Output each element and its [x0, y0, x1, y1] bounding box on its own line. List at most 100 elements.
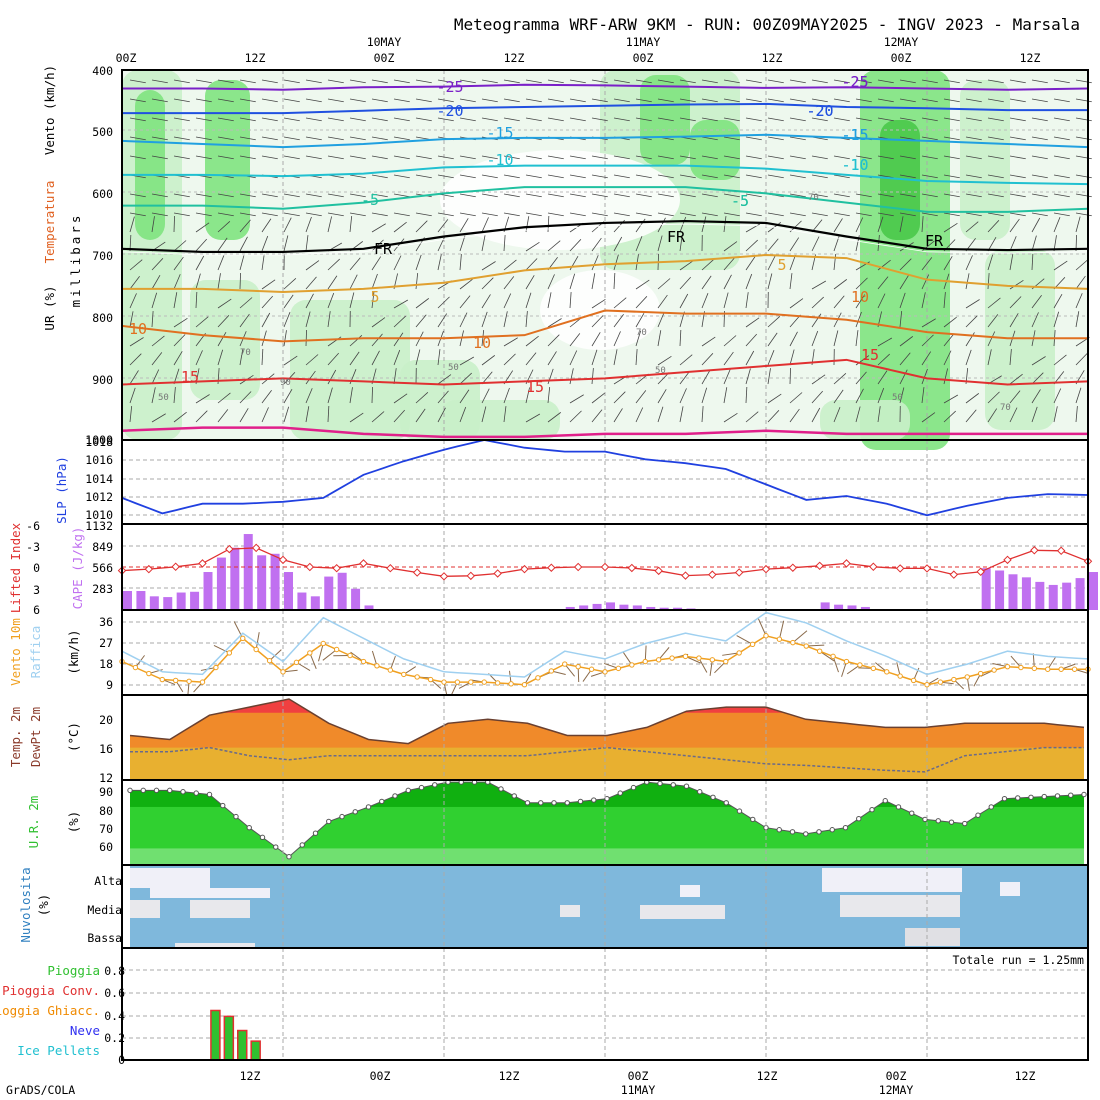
rh2m-marker: [180, 789, 186, 795]
legend-conv-rain: Pioggia Conv.: [2, 983, 100, 998]
wind10m-marker: [884, 669, 890, 675]
rh2m-marker: [577, 798, 584, 805]
wind-barb: [877, 276, 889, 290]
wind10m-marker: [830, 653, 836, 660]
temperature-tick: 20: [99, 713, 113, 727]
wind-barb: [965, 273, 970, 290]
wind-barb: [349, 117, 366, 122]
wind-barb: [877, 216, 884, 233]
wind-barb: [723, 412, 738, 423]
wind-barb: [393, 212, 410, 217]
rain-bar: [250, 1040, 261, 1061]
cape-bar: [673, 607, 683, 610]
wind10m-panel: [119, 609, 1091, 696]
wind-barb: [437, 98, 454, 103]
wind-barb: [173, 292, 178, 309]
wind-barb: [811, 79, 828, 84]
wind-barb: [327, 79, 344, 84]
wind-barb: [415, 117, 432, 122]
wind-barb: [569, 292, 572, 309]
wind-barb: [239, 79, 256, 84]
wind-barb: [569, 155, 586, 160]
rh2m-marker: [511, 793, 517, 799]
wind-barb: [1075, 387, 1082, 404]
wind-barb: [657, 278, 671, 290]
rh2m-marker: [379, 798, 385, 805]
wind10m-marker: [535, 675, 541, 681]
wind-barb: [987, 220, 1000, 233]
wind-barb: [415, 314, 427, 328]
wind-barb: [899, 387, 905, 404]
wind-barb: [767, 332, 778, 347]
cape-bar: [364, 605, 374, 610]
wind-barb: [679, 276, 692, 290]
isotherm-line: [121, 358, 1089, 386]
bottom-time-label: 12Z: [240, 1069, 261, 1083]
isotherm-label: -25: [841, 73, 868, 91]
wind-barb: [569, 239, 582, 252]
wind-barb: [393, 315, 406, 328]
wind-barb: [943, 410, 956, 423]
wind-barb: [657, 174, 674, 179]
wind-barb: [811, 313, 822, 328]
wind-barb: [701, 353, 714, 366]
bottom-time-label: 12Z: [499, 1069, 520, 1083]
wind-direction-arrow: [778, 620, 785, 640]
wind-barb: [943, 98, 960, 103]
cape-tick: 283: [92, 582, 113, 596]
rh-area: [135, 90, 165, 240]
wind-barb: [305, 276, 317, 290]
wind-barb: [525, 155, 542, 160]
wind-barb: [1009, 174, 1026, 179]
wind-direction-arrow: [322, 649, 337, 661]
wind-barb: [371, 212, 388, 217]
wind-barb: [525, 212, 542, 217]
wind-barb: [855, 371, 867, 385]
wind-barb: [415, 174, 432, 179]
wind-barb: [701, 193, 718, 198]
wind-barb: [217, 298, 232, 309]
wind-barb: [173, 212, 190, 217]
wind-barb: [635, 174, 652, 179]
wind-barb: [239, 349, 244, 366]
wind-barb: [899, 292, 906, 309]
wind-barb: [855, 79, 872, 84]
wind-barb: [679, 117, 696, 122]
wind-barb: [1053, 136, 1070, 141]
wind-barb: [415, 273, 419, 290]
dewpoint-base-area: [130, 747, 1084, 780]
wind10m-marker: [857, 662, 863, 668]
wind-direction-arrow: [318, 643, 324, 662]
footer-credit: GrADS/COLA: [6, 1083, 75, 1097]
wind-barb: [415, 298, 430, 309]
wind-barb: [657, 79, 674, 84]
wind-barb: [547, 292, 552, 309]
wind-barb: [481, 235, 486, 252]
top-time-label: 00Z: [891, 51, 912, 65]
wind-barb: [789, 136, 806, 141]
wind-barb: [503, 276, 515, 290]
slp-tick: 1010: [85, 508, 113, 522]
wind10m-marker: [1018, 664, 1024, 671]
wind-barb: [393, 368, 397, 385]
wind-barb: [1009, 212, 1026, 217]
wind-barb: [459, 218, 469, 233]
cape-bar: [163, 597, 173, 610]
wind-barb: [151, 216, 155, 233]
wind-direction-arrow: [736, 635, 753, 645]
wind-barb: [195, 316, 209, 328]
wind-barb: [393, 79, 410, 84]
wind-barb: [151, 311, 154, 328]
rh-area: [640, 75, 690, 165]
wind-barb: [987, 391, 1000, 404]
wind-barb: [437, 313, 448, 328]
wind-barb: [217, 255, 225, 271]
wind-barb: [591, 298, 606, 309]
wind-barb: [745, 350, 755, 366]
wind10m-tick: 18: [99, 657, 113, 671]
wind-barb: [129, 406, 133, 423]
rh2m-marker: [803, 831, 809, 837]
wind-barb: [1009, 390, 1021, 404]
rh2m-clear-above: [130, 780, 1084, 857]
cloud-cover-block: [840, 895, 960, 917]
